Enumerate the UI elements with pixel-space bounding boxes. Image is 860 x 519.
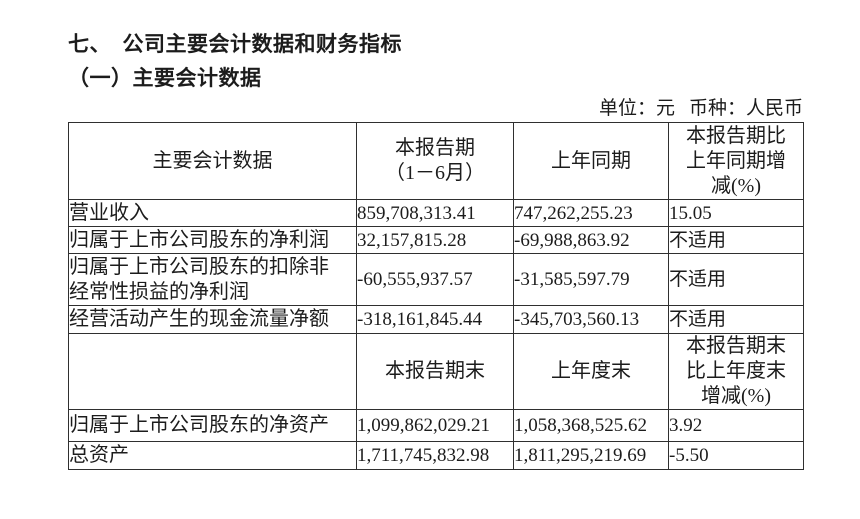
change-cell: 不适用 (668, 226, 804, 254)
col-header-metric: 主要会计数据 (68, 122, 357, 200)
metric-cell: 归属于上市公司股东的净利润 (68, 226, 357, 254)
unit-label: 单位：元 (598, 98, 675, 119)
table-row: 归属于上市公司股东的净资产 1,099,862,029.21 1,058,368… (68, 409, 804, 442)
col-header-change: 本报告期比 上年同期增 减(%) (668, 122, 804, 200)
metric-cell: 营业收入 (68, 199, 357, 227)
prior-period-cell: -31,585,597.79 (513, 253, 669, 306)
col-header-current-period-end: 本报告期末 (356, 333, 514, 410)
key-accounting-data-table: 主要会计数据 本报告期 （1－6月） 上年同期 本报告期比 上年同期增 减(%)… (68, 122, 804, 470)
current-period-cell: 32,157,815.28 (356, 226, 514, 254)
prior-period-cell: -345,703,560.13 (513, 305, 669, 334)
prior-period-cell: -69,988,863.92 (513, 226, 669, 254)
current-period-cell: -60,555,937.57 (356, 253, 514, 306)
metric-cell: 归属于上市公司股东的净资产 (68, 409, 357, 442)
change-cell: 3.92 (668, 409, 804, 442)
metric-cell (68, 333, 357, 410)
col-header-prior-year-end: 上年度末 (513, 333, 669, 410)
prior-period-cell: 1,811,295,219.69 (513, 441, 669, 470)
section-title: 七、 公司主要会计数据和财务指标 (68, 32, 402, 56)
subsection-title: （一）主要会计数据 (68, 66, 262, 90)
metric-cell: 经营活动产生的现金流量净额 (68, 305, 357, 334)
metric-cell: 总资产 (68, 441, 357, 470)
table-row: 归属于上市公司股东的扣除非 经常性损益的净利润 -60,555,937.57 -… (68, 253, 804, 306)
unit-note: 单位：元 币种：人民币 (599, 93, 803, 120)
prior-period-cell: 747,262,255.23 (513, 199, 669, 227)
col-header-prior-period: 上年同期 (513, 122, 669, 200)
col-header-current-period: 本报告期 （1－6月） (356, 122, 514, 200)
change-cell: 15.05 (668, 199, 804, 227)
table-row: 经营活动产生的现金流量净额 -318,161,845.44 -345,703,5… (68, 305, 804, 334)
col-header-change-end: 本报告期末 比上年度末 增减(%) (668, 333, 804, 410)
prior-period-cell: 1,058,368,525.62 (513, 409, 669, 442)
change-cell: 不适用 (668, 305, 804, 334)
table-row: 营业收入 859,708,313.41 747,262,255.23 15.05 (68, 199, 804, 227)
current-period-cell: 859,708,313.41 (356, 199, 514, 227)
table-section-header-row: 本报告期末 上年度末 本报告期末 比上年度末 增减(%) (68, 333, 804, 410)
change-cell: -5.50 (668, 441, 804, 470)
current-period-cell: -318,161,845.44 (356, 305, 514, 334)
metric-cell: 归属于上市公司股东的扣除非 经常性损益的净利润 (68, 253, 357, 306)
currency-label: 币种：人民币 (688, 98, 803, 119)
change-cell: 不适用 (668, 253, 804, 306)
current-period-cell: 1,099,862,029.21 (356, 409, 514, 442)
table-row: 归属于上市公司股东的净利润 32,157,815.28 -69,988,863.… (68, 226, 804, 254)
table-header-row: 主要会计数据 本报告期 （1－6月） 上年同期 本报告期比 上年同期增 减(%) (68, 122, 804, 200)
table-row: 总资产 1,711,745,832.98 1,811,295,219.69 -5… (68, 441, 804, 470)
current-period-cell: 1,711,745,832.98 (356, 441, 514, 470)
